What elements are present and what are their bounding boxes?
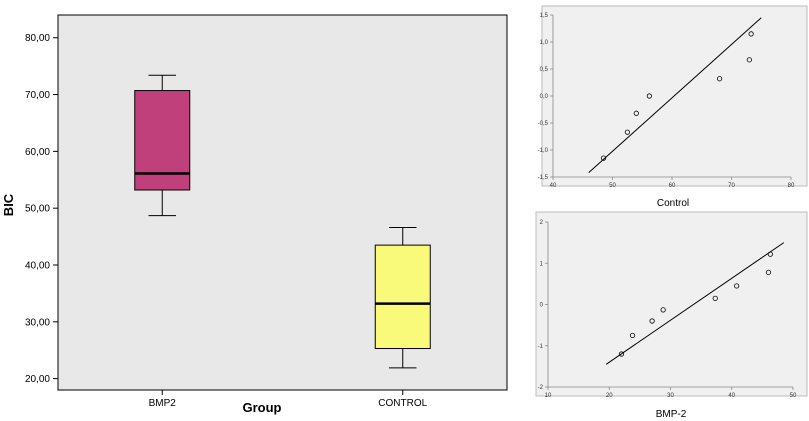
boxplot-y-tick-label: 60,00	[25, 147, 50, 158]
qq-bmp2-reference-line	[605, 242, 785, 365]
interquartile-box	[134, 90, 191, 191]
qq-control-reference-line	[588, 17, 762, 174]
qq-data-point	[716, 76, 723, 82]
qq-data-point	[618, 351, 625, 357]
qq-bmp2-plot-area	[535, 211, 808, 397]
boxplot-x-axis-label: Group	[243, 400, 282, 415]
qq-plot-bmp2: 210-1-210 20 30 40 50 BMP-2	[535, 211, 808, 420]
boxplot-y-tick-label: 20,00	[25, 374, 50, 385]
qq-plot-control: 1,5 1,0 0,5 0,0 -0,5 -1,0 -1,540 50 60 70 80 Contr…	[538, 5, 808, 209]
boxplot-x-tick-label: BMP2	[149, 398, 177, 409]
qq-data-point	[734, 283, 740, 289]
boxplot-panel: 20,00 30,00 40,00 50,00 60,00 70,00 80,00 BMP2…	[1, 14, 508, 415]
qq-y-tick-label: 2	[540, 220, 544, 226]
qq-x-tick-label: 30	[667, 393, 674, 399]
qq-bmp2-points	[618, 251, 773, 357]
box-bmp2	[134, 74, 191, 217]
qq-x-tick-label: 40	[550, 183, 557, 189]
boxplot-y-tick-label: 80,00	[25, 33, 50, 44]
qq-x-tick-label: 20	[606, 393, 613, 399]
qq-x-tick-label: 40	[728, 393, 735, 399]
qq-y-tick-label: 0	[540, 303, 544, 309]
qq-y-tick-label: -0,5	[538, 121, 549, 127]
boxplot-x-tick-label: CONTROL	[378, 398, 427, 409]
qq-y-tick-label: -2	[538, 385, 544, 391]
boxplot-y-tick-label: 40,00	[25, 261, 50, 272]
qq-y-tick-label: -1,5	[538, 175, 549, 181]
qq-x-tick-label: 10	[545, 393, 552, 399]
qq-bmp2-subtitle: BMP-2	[656, 409, 687, 420]
qq-y-tick-label: 1,0	[540, 40, 549, 46]
qq-data-point	[660, 307, 666, 313]
boxplot-y-tick-label: 30,00	[25, 317, 50, 328]
qq-data-point	[600, 155, 607, 161]
qq-x-tick-label: 50	[790, 393, 797, 399]
qq-control-points	[600, 31, 754, 161]
qq-data-point	[624, 129, 630, 135]
qq-y-tick-label: -1,0	[538, 148, 549, 154]
qq-data-point	[746, 57, 752, 63]
qq-y-tick-label: 0,5	[540, 67, 549, 73]
interquartile-box	[374, 244, 431, 350]
qq-data-point	[646, 93, 652, 99]
boxplot-y-axis-label: BIC	[1, 193, 16, 216]
qq-x-tick-label: 70	[728, 183, 735, 189]
qq-y-tick-label: 0,0	[540, 94, 549, 100]
qq-bmp2-ticks: 210-1-210 20 30 40 50	[538, 220, 797, 399]
qq-data-point	[765, 269, 772, 275]
qq-data-point	[629, 332, 636, 339]
qq-data-point	[633, 110, 639, 116]
qq-y-tick-label: -1	[538, 344, 544, 350]
boxplot-y-tick-label: 70,00	[25, 90, 50, 101]
boxplot-boxes	[134, 74, 431, 369]
qq-x-tick-label: 80	[788, 183, 795, 189]
qq-control-subtitle: Control	[657, 198, 689, 209]
qq-data-point	[649, 318, 655, 324]
qq-y-tick-label: 1	[540, 261, 544, 267]
qq-y-tick-label: 1,5	[540, 13, 549, 19]
boxplot-y-ticks: 20,00 30,00 40,00 50,00 60,00 70,00 80,00	[25, 33, 58, 385]
qq-data-point	[748, 31, 754, 37]
qq-x-tick-label: 50	[609, 183, 616, 189]
qq-data-point	[712, 295, 718, 301]
boxplot-x-ticks: BMP2 CONTROL	[149, 390, 428, 409]
box-control	[374, 227, 431, 369]
boxplot-plot-area	[57, 14, 508, 391]
boxplot-y-tick-label: 50,00	[25, 204, 50, 215]
qq-control-ticks: 1,5 1,0 0,5 0,0 -0,5 -1,0 -1,540 50 60 70 80	[538, 13, 795, 189]
qq-x-tick-label: 60	[669, 183, 676, 189]
qq-data-point	[767, 251, 773, 257]
